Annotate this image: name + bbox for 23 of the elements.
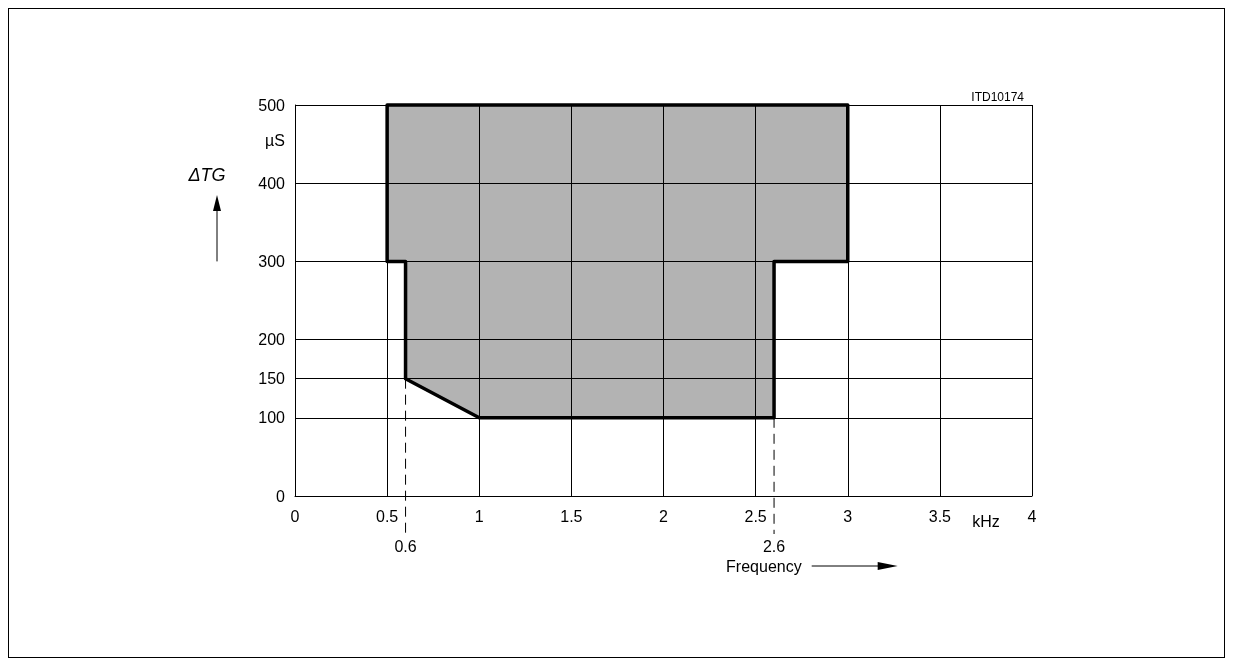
y-tick-label: 100: [258, 409, 286, 427]
y-tick-label: 400: [258, 174, 286, 192]
x-tick-label: 2: [659, 507, 669, 525]
x-tick-label: 1.5: [560, 507, 583, 525]
x-tick-label: 4: [1027, 507, 1037, 525]
y-tick-label: 300: [258, 252, 286, 270]
ref-line-label: 0.6: [394, 537, 417, 555]
y-axis-title: ΔTG: [187, 165, 226, 186]
x-tick-label: 3: [843, 507, 853, 525]
x-tick-label: 0.5: [376, 507, 399, 525]
y-tick-label: 200: [258, 331, 286, 349]
text: kHz: [972, 512, 1000, 530]
x-tick-label: 3.5: [928, 507, 952, 525]
ref-line-label: 2.6: [762, 537, 786, 555]
y-tick-label: 0: [276, 487, 286, 505]
y-tick-label: 150: [258, 370, 286, 388]
y-tick-label: 500: [258, 96, 286, 114]
x-tick-label: 2.5: [744, 507, 767, 525]
x-tick-label: 0: [290, 507, 300, 525]
text: ITD10174: [971, 90, 1025, 104]
x-axis-title: Frequency: [726, 557, 802, 575]
x-tick-label: 1: [474, 507, 484, 525]
text: µS: [265, 132, 285, 150]
